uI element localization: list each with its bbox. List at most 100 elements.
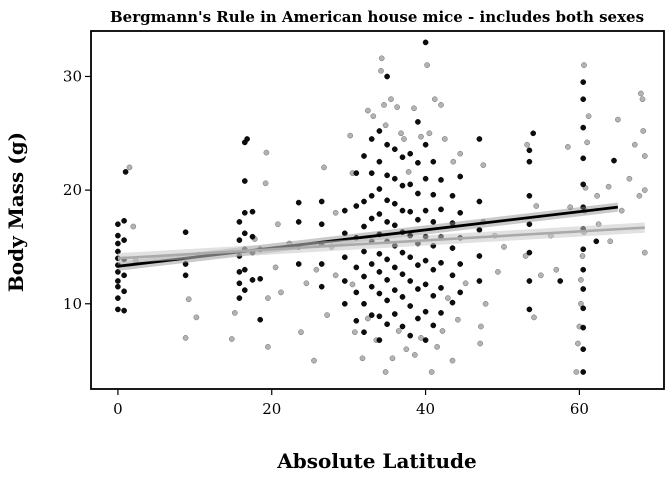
data-point-dark (476, 253, 483, 259)
data-point-dark (422, 257, 429, 264)
data-point-dark (295, 219, 302, 225)
data-point-dark (121, 307, 127, 314)
data-point-light (365, 315, 371, 322)
data-point-light (359, 355, 366, 362)
data-point-dark (122, 169, 129, 175)
data-point-dark (115, 232, 121, 239)
data-point-dark (580, 124, 587, 131)
data-point-light (462, 280, 469, 287)
data-point-light (594, 192, 600, 199)
data-point-dark (430, 266, 437, 273)
data-point-dark (241, 287, 248, 293)
data-point-light (401, 136, 407, 142)
data-point-light (567, 204, 574, 211)
data-point-dark (236, 219, 243, 225)
data-point-dark (121, 217, 127, 224)
data-point-dark (376, 128, 383, 134)
data-point-dark (449, 272, 456, 279)
data-point-dark (361, 223, 367, 230)
data-point-dark (115, 221, 121, 228)
data-point-light (370, 113, 377, 120)
data-point-light (553, 266, 560, 273)
x-axis-label: Absolute Latitude (276, 449, 477, 473)
data-point-light (349, 281, 356, 288)
data-point-light (573, 369, 580, 375)
plot-border (90, 30, 665, 390)
y-axis: 10 20 30 (63, 67, 91, 313)
data-point-light (581, 62, 587, 68)
data-point-dark (449, 192, 456, 199)
data-point-dark (430, 158, 437, 165)
data-point-dark (391, 222, 398, 229)
x-tick-label: 20 (262, 400, 281, 418)
data-point-dark (391, 311, 398, 317)
data-point-light (405, 169, 412, 175)
data-point-light (263, 149, 270, 156)
data-point-dark (341, 300, 348, 307)
data-point-dark (422, 207, 429, 214)
data-point-light (431, 96, 438, 103)
data-point-dark (415, 216, 421, 223)
data-point-light (265, 295, 271, 301)
x-tick-label: 0 (113, 400, 123, 418)
data-point-dark (353, 170, 360, 176)
data-point-dark (384, 141, 390, 148)
data-point-light (501, 244, 507, 250)
data-point-dark (115, 306, 121, 313)
data-point-dark (415, 119, 421, 125)
data-point-dark (526, 221, 533, 228)
data-point-dark (580, 305, 587, 312)
data-point-light (450, 158, 457, 165)
data-point-light (477, 340, 484, 347)
data-point-light (324, 312, 330, 318)
data-point-light (584, 139, 590, 146)
data-point-light (533, 203, 540, 209)
data-point-dark (353, 317, 360, 324)
data-point-light (426, 130, 433, 137)
data-point-dark (415, 159, 421, 166)
data-point-light (418, 133, 424, 140)
data-point-dark (449, 245, 456, 251)
data-point-light (389, 355, 396, 362)
data-point-light (626, 175, 633, 182)
data-point-dark (384, 73, 390, 80)
data-point-light (321, 164, 327, 171)
data-point-light (445, 295, 451, 301)
data-point-light (298, 329, 304, 336)
data-point-light (378, 67, 384, 74)
data-point-dark (295, 261, 302, 267)
data-point-dark (580, 266, 587, 273)
data-point-dark (368, 136, 375, 142)
data-point-light (531, 314, 537, 321)
data-point-dark (341, 278, 348, 284)
data-point-dark (241, 178, 248, 184)
data-point-dark (361, 273, 367, 280)
data-point-dark (438, 206, 444, 213)
data-point-dark (415, 190, 421, 197)
data-point-light (272, 264, 279, 271)
data-point-dark (249, 208, 256, 215)
data-point-dark (526, 249, 533, 256)
data-point-light (381, 102, 387, 108)
data-point-light (278, 289, 284, 296)
data-point-light (482, 300, 489, 307)
data-point-light (636, 192, 643, 199)
y-axis-label: Body Mass (g) (4, 132, 28, 292)
data-point-dark (580, 155, 587, 162)
data-point-dark (476, 278, 483, 284)
data-point-dark (368, 261, 375, 267)
data-point-dark (399, 207, 406, 214)
data-point-dark (580, 246, 587, 253)
data-point-light (395, 328, 402, 334)
data-point-dark (457, 173, 464, 180)
data-point-dark (526, 278, 533, 284)
data-point-dark (557, 278, 564, 284)
data-point-dark (353, 264, 360, 271)
data-point-dark (376, 313, 383, 320)
data-point-light (585, 113, 592, 120)
data-point-dark (361, 153, 367, 159)
data-point-dark (430, 219, 437, 225)
data-point-dark (422, 308, 429, 315)
data-point-dark (361, 300, 367, 307)
data-point-dark (438, 259, 444, 266)
